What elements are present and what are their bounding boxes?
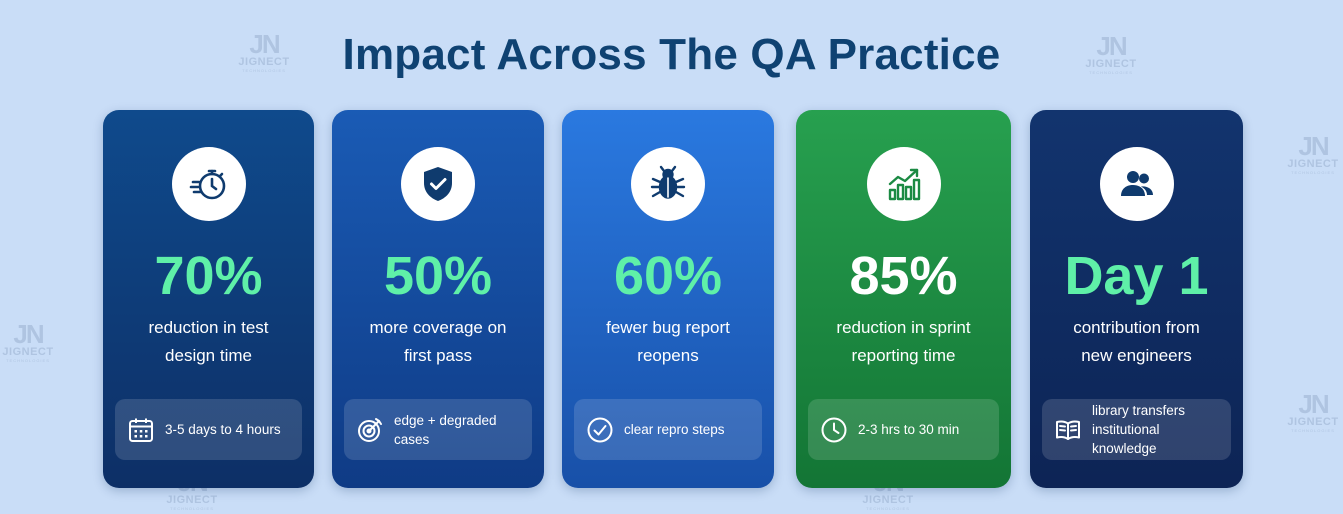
impact-cards: 70% reduction in test design time 3-5 da…: [103, 110, 1243, 488]
metric-description: reduction in sprint reporting time: [808, 314, 999, 370]
detail-pill: 3-5 days to 4 hours: [115, 399, 302, 460]
clock-icon: [821, 417, 847, 442]
icon-badge: [866, 147, 941, 221]
detail-text: clear repro steps: [624, 420, 725, 439]
growth-chart-icon: [888, 168, 920, 201]
description-line: reporting time: [851, 346, 956, 365]
metric-description: contribution from new engineers: [1042, 314, 1231, 370]
detail-pill: library transfers institutional knowledg…: [1042, 399, 1231, 460]
icon-badge: [171, 147, 246, 221]
description-line: reopens: [637, 346, 699, 365]
stopwatch-icon: [189, 169, 225, 200]
impact-card-sprint-reporting: 85% reduction in sprint reporting time 2…: [796, 110, 1011, 488]
detail-text: library transfers institutional knowledg…: [1092, 401, 1219, 458]
detail-line: clear repro steps: [624, 422, 725, 437]
metric-value: 50%: [383, 246, 493, 306]
detail-text: 3-5 days to 4 hours: [165, 420, 281, 439]
calendar-icon: [129, 418, 153, 442]
description-line: contribution from: [1073, 318, 1200, 337]
metric-value: Day 1: [1064, 246, 1209, 306]
detail-line: 3-5 days to 4 hours: [165, 422, 281, 437]
icon-badge: [631, 147, 705, 221]
metric-description: reduction in test design time: [115, 314, 302, 370]
bug-icon: [650, 165, 686, 199]
users-icon: [1120, 171, 1153, 196]
impact-card-onboarding: Day 1 contribution from new engineers li…: [1030, 110, 1243, 488]
detail-line: library transfers: [1092, 403, 1186, 418]
detail-text: 2-3 hrs to 30 min: [858, 420, 959, 439]
detail-pill: edge + degraded cases: [344, 399, 532, 460]
impact-card-test-design: 70% reduction in test design time 3-5 da…: [103, 110, 314, 488]
description-line: new engineers: [1081, 346, 1192, 365]
impact-card-coverage: 50% more coverage on first pass edge + d…: [332, 110, 544, 488]
metric-value: 85%: [849, 246, 958, 306]
detail-line: 2-3 hrs to 30 min: [858, 422, 960, 437]
impact-card-bug-reports: 60% fewer bug report reopens clear repro…: [562, 110, 774, 488]
shield-check-icon: [424, 167, 452, 201]
watermark-logo: JN JIGNECT TECHNOLOGIES: [1287, 389, 1339, 433]
page-title: Impact Across The QA Practice: [342, 30, 1001, 79]
description-line: design time: [165, 346, 252, 365]
watermark-logo: JN JIGNECT TECHNOLOGIES: [1287, 131, 1339, 175]
description-line: reduction in test: [148, 318, 269, 337]
description-line: reduction in sprint: [836, 318, 971, 337]
metric-description: fewer bug report reopens: [574, 314, 762, 370]
detail-text: edge + degraded cases: [394, 411, 520, 449]
icon-badge: [1099, 147, 1174, 221]
detail-line: edge + degraded cases: [394, 412, 497, 447]
metric-value: 60%: [613, 246, 723, 306]
metric-value: 70%: [154, 246, 263, 306]
target-icon: [358, 417, 382, 442]
metric-description: more coverage on first pass: [344, 314, 532, 370]
detail-pill: clear repro steps: [574, 399, 762, 460]
detail-pill: 2-3 hrs to 30 min: [808, 399, 999, 460]
detail-line: institutional knowledge: [1092, 422, 1160, 456]
open-book-icon: [1056, 420, 1080, 440]
description-line: fewer bug report: [606, 318, 730, 337]
watermark-logo: JN JIGNECT TECHNOLOGIES: [2, 319, 54, 363]
icon-badge: [401, 147, 475, 221]
check-circle-icon: [587, 417, 613, 442]
description-line: more coverage on: [369, 318, 507, 337]
description-line: first pass: [403, 346, 473, 365]
